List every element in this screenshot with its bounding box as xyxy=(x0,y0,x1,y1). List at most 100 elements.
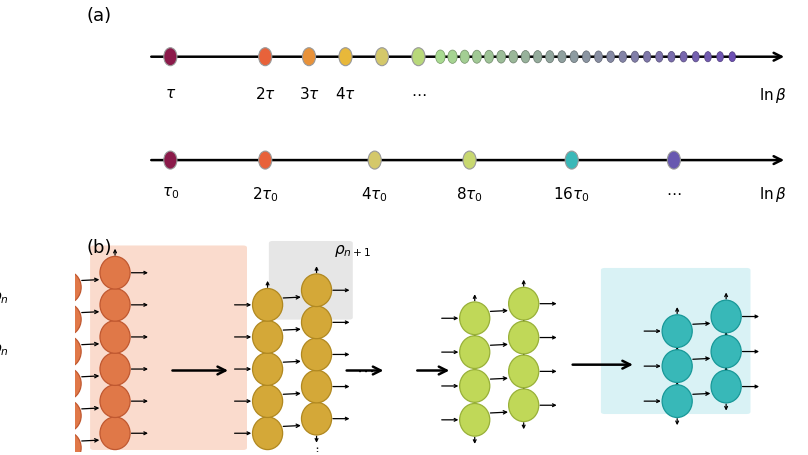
Text: $\rho_n$: $\rho_n$ xyxy=(0,342,8,358)
Text: (a): (a) xyxy=(86,7,112,25)
Ellipse shape xyxy=(460,369,490,402)
Ellipse shape xyxy=(301,274,331,307)
FancyBboxPatch shape xyxy=(601,268,751,414)
Ellipse shape xyxy=(558,51,566,63)
Text: $2\tau$: $2\tau$ xyxy=(255,86,276,102)
Ellipse shape xyxy=(460,404,490,436)
Ellipse shape xyxy=(253,417,283,450)
Text: $\rho_n$: $\rho_n$ xyxy=(0,289,8,306)
Ellipse shape xyxy=(412,48,425,66)
Ellipse shape xyxy=(301,370,331,403)
Ellipse shape xyxy=(301,306,331,339)
Text: $4\tau_0$: $4\tau_0$ xyxy=(361,185,388,203)
Ellipse shape xyxy=(164,151,177,169)
Ellipse shape xyxy=(253,353,283,385)
Text: $\cdots$: $\cdots$ xyxy=(356,362,373,379)
Ellipse shape xyxy=(717,52,723,62)
Ellipse shape xyxy=(662,385,692,418)
Text: $3\tau$: $3\tau$ xyxy=(298,86,319,102)
Text: $16\tau_0$: $16\tau_0$ xyxy=(553,185,590,203)
Ellipse shape xyxy=(711,300,741,333)
Ellipse shape xyxy=(301,338,331,371)
Ellipse shape xyxy=(448,50,457,63)
Ellipse shape xyxy=(680,51,687,62)
Ellipse shape xyxy=(619,51,627,62)
Ellipse shape xyxy=(2,382,32,415)
Ellipse shape xyxy=(51,335,81,368)
Ellipse shape xyxy=(100,288,130,321)
Ellipse shape xyxy=(51,303,81,336)
Text: $\cdots$: $\cdots$ xyxy=(410,86,426,101)
Ellipse shape xyxy=(509,51,518,63)
Ellipse shape xyxy=(100,257,130,289)
Ellipse shape xyxy=(508,321,539,354)
Ellipse shape xyxy=(570,51,579,63)
Ellipse shape xyxy=(705,51,711,62)
Ellipse shape xyxy=(460,302,490,334)
Ellipse shape xyxy=(253,321,283,353)
Text: $8\tau_0$: $8\tau_0$ xyxy=(456,185,483,203)
Text: $\rho_{n+1}$: $\rho_{n+1}$ xyxy=(335,243,372,259)
Ellipse shape xyxy=(164,48,177,66)
Ellipse shape xyxy=(667,151,680,169)
Text: $\tau_0$: $\tau_0$ xyxy=(162,185,179,201)
Ellipse shape xyxy=(595,51,603,62)
FancyBboxPatch shape xyxy=(90,246,247,450)
FancyBboxPatch shape xyxy=(269,241,353,319)
Ellipse shape xyxy=(545,51,554,63)
Text: $\ln\beta$: $\ln\beta$ xyxy=(759,185,786,204)
Ellipse shape xyxy=(339,48,352,66)
Ellipse shape xyxy=(565,151,579,169)
Ellipse shape xyxy=(100,321,130,353)
Ellipse shape xyxy=(729,52,735,62)
Ellipse shape xyxy=(655,51,663,62)
Text: (b): (b) xyxy=(86,239,112,257)
Ellipse shape xyxy=(51,431,81,455)
Ellipse shape xyxy=(2,286,32,318)
Ellipse shape xyxy=(253,385,283,418)
Ellipse shape xyxy=(100,385,130,418)
Ellipse shape xyxy=(259,151,271,169)
Text: $\cdots$: $\cdots$ xyxy=(666,185,682,200)
Ellipse shape xyxy=(100,417,130,450)
Text: $4\tau$: $4\tau$ xyxy=(335,86,356,102)
Ellipse shape xyxy=(583,51,591,62)
Text: $\tau$: $\tau$ xyxy=(165,86,176,101)
Ellipse shape xyxy=(368,151,381,169)
Ellipse shape xyxy=(253,288,283,321)
Ellipse shape xyxy=(711,335,741,368)
Ellipse shape xyxy=(521,51,530,63)
Ellipse shape xyxy=(631,51,638,62)
Ellipse shape xyxy=(51,367,81,400)
Ellipse shape xyxy=(508,389,539,422)
Ellipse shape xyxy=(100,353,130,385)
Ellipse shape xyxy=(508,355,539,388)
Ellipse shape xyxy=(662,315,692,348)
Ellipse shape xyxy=(607,51,615,62)
Ellipse shape xyxy=(643,51,650,62)
Ellipse shape xyxy=(301,402,331,435)
Text: $\ln\beta$: $\ln\beta$ xyxy=(759,86,786,105)
Ellipse shape xyxy=(51,271,81,303)
Ellipse shape xyxy=(473,50,482,63)
Ellipse shape xyxy=(376,48,389,66)
Text: $2\tau_0$: $2\tau_0$ xyxy=(252,185,279,203)
Ellipse shape xyxy=(2,350,32,383)
Ellipse shape xyxy=(533,51,542,63)
Ellipse shape xyxy=(692,51,699,62)
Ellipse shape xyxy=(711,370,741,403)
Ellipse shape xyxy=(497,51,506,63)
Ellipse shape xyxy=(460,50,469,63)
Ellipse shape xyxy=(662,350,692,383)
Ellipse shape xyxy=(2,446,32,455)
Ellipse shape xyxy=(259,48,271,66)
Ellipse shape xyxy=(2,318,32,350)
Ellipse shape xyxy=(302,48,316,66)
Ellipse shape xyxy=(508,287,539,320)
Ellipse shape xyxy=(51,399,81,432)
Ellipse shape xyxy=(463,151,476,169)
Ellipse shape xyxy=(485,50,494,63)
Ellipse shape xyxy=(436,50,445,63)
Ellipse shape xyxy=(460,336,490,369)
Ellipse shape xyxy=(668,51,675,62)
